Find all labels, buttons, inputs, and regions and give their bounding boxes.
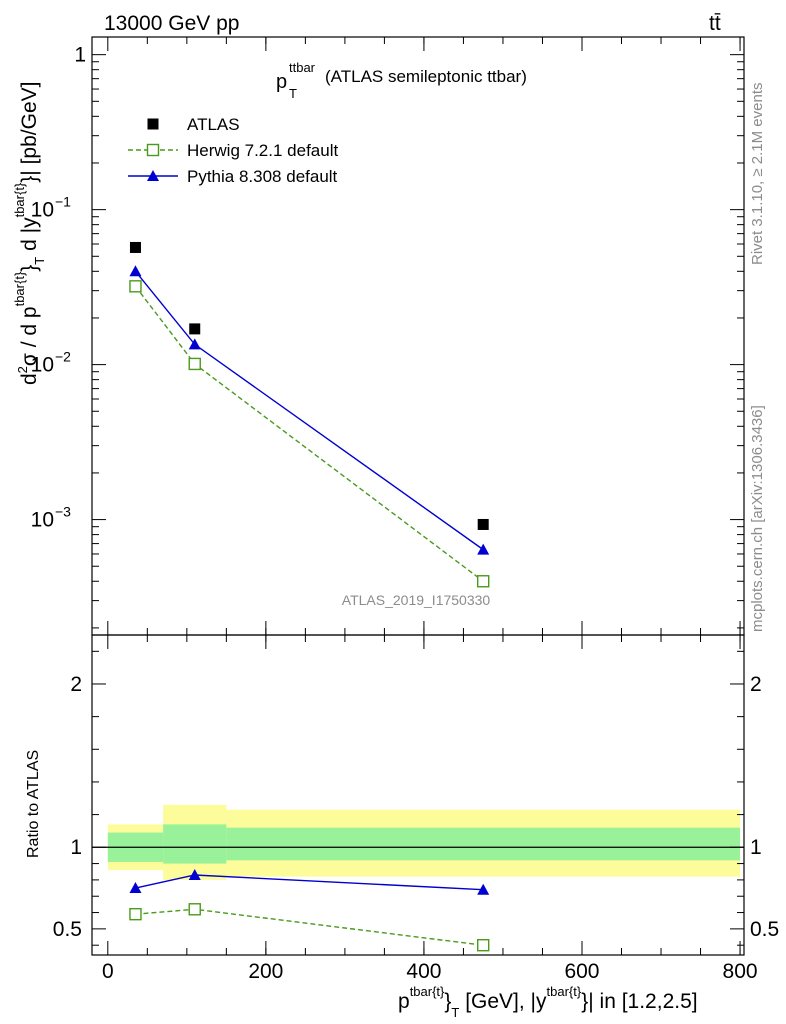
- y-tick-label: 1: [74, 44, 86, 67]
- ratio-data-point: [188, 869, 201, 880]
- main-y-axis-label: d2σ / d ptbar{t}}T d |ytbar{t}}| [pb/GeV…: [12, 82, 47, 385]
- svg-text:d2σ / d ptbar{t}}T d |ytbar{t: d2σ / d ptbar{t}}T d |ytbar{t}}| [pb/GeV…: [12, 82, 47, 385]
- legend-marker: [146, 143, 160, 157]
- y-tick-label-exponent: −1: [55, 194, 71, 210]
- ratio-data-point: [477, 883, 490, 895]
- uncertainty-band-inner: [226, 827, 741, 861]
- ratio-y-tick-label: 2: [70, 673, 82, 696]
- main-series-2: [129, 265, 490, 555]
- analysis-id-label: ATLAS_2019_I1750330: [342, 592, 491, 608]
- title-description: (ATLAS semileptonic ttbar): [325, 67, 527, 86]
- legend-marker: [147, 118, 159, 130]
- ratio-frame: [91, 634, 745, 956]
- series-line: [134, 270, 484, 551]
- ratio-series-line: [135, 874, 484, 891]
- ratio-series-line: [135, 908, 484, 946]
- plot-title: p T ttbar (ATLAS semileptonic ttbar): [276, 60, 527, 101]
- svg-text:ptbar{t}}T [GeV], |ytbar{t}}|: ptbar{t}}T [GeV], |ytbar{t}}| in [1.2,2.…: [398, 984, 698, 1020]
- data-point: [477, 575, 490, 588]
- x-tick-label: 600: [564, 960, 599, 983]
- data-point: [189, 323, 201, 335]
- ratio-y-tick-label-right: 1: [750, 836, 762, 859]
- mcplots-source-label: mcplots.cern.ch [arXiv:1306.3436]: [749, 405, 766, 632]
- legend-label: Pythia 8.308 default: [187, 167, 338, 186]
- x-axis-label: ptbar{t}}T [GeV], |ytbar{t}}| in [1.2,2.…: [398, 984, 698, 1020]
- x-tick-label: 400: [406, 960, 441, 983]
- ratio-data-point: [188, 903, 201, 916]
- main-series-0: [129, 241, 489, 530]
- x-tick-label: 0: [102, 960, 114, 983]
- header-process-label: tt̄: [709, 12, 721, 35]
- x-tick-label: 200: [248, 960, 283, 983]
- y-tick-label: 10: [31, 509, 54, 532]
- ratio-data-point: [129, 882, 142, 894]
- data-point: [188, 357, 201, 371]
- ratio-y-tick-label: 0.5: [53, 918, 82, 941]
- ratio-data-point: [129, 907, 142, 921]
- main-series-1: [129, 280, 490, 588]
- data-point: [188, 338, 201, 350]
- series-line: [134, 285, 484, 582]
- legend-label: Herwig 7.2.1 default: [187, 141, 338, 160]
- legend-label: ATLAS: [187, 115, 240, 134]
- y-tick-label: 10: [31, 354, 54, 377]
- ratio-y-tick-label-right: 0.5: [750, 918, 779, 941]
- uncertainty-band-inner: [163, 824, 227, 864]
- data-point: [477, 518, 489, 530]
- ratio-series-1: [129, 869, 490, 895]
- data-point: [129, 265, 142, 277]
- title-superscript: ttbar: [289, 60, 316, 75]
- y-tick-label-exponent: −2: [55, 349, 71, 365]
- legend: ATLAS Herwig 7.2.1 default Pythia 8.308 de…: [128, 115, 338, 186]
- ratio-series-0: [129, 903, 490, 952]
- y-tick-label: 10: [31, 199, 54, 222]
- x-tick-label: 800: [723, 960, 758, 983]
- rivet-version-label: Rivet 3.1.10, ≥ 2.1M events: [749, 83, 766, 266]
- data-point: [129, 241, 141, 253]
- ratio-plot: 0.5 0.5 1 1 2 2 0 200 400 600 800: [53, 634, 779, 983]
- title-p: p: [276, 71, 287, 93]
- ratio-y-tick-label-right: 2: [750, 673, 762, 696]
- legend-marker: [147, 170, 159, 181]
- ratio-y-axis-label: Ratio to ATLAS: [25, 750, 42, 858]
- y-tick-label-exponent: −3: [55, 504, 71, 520]
- data-point: [129, 280, 142, 293]
- header-energy-label: 13000 GeV pp: [104, 12, 239, 35]
- title-subscript: T: [289, 86, 297, 101]
- ratio-y-tick-label: 1: [70, 836, 82, 859]
- data-point: [477, 543, 490, 555]
- ratio-data-point: [477, 939, 490, 952]
